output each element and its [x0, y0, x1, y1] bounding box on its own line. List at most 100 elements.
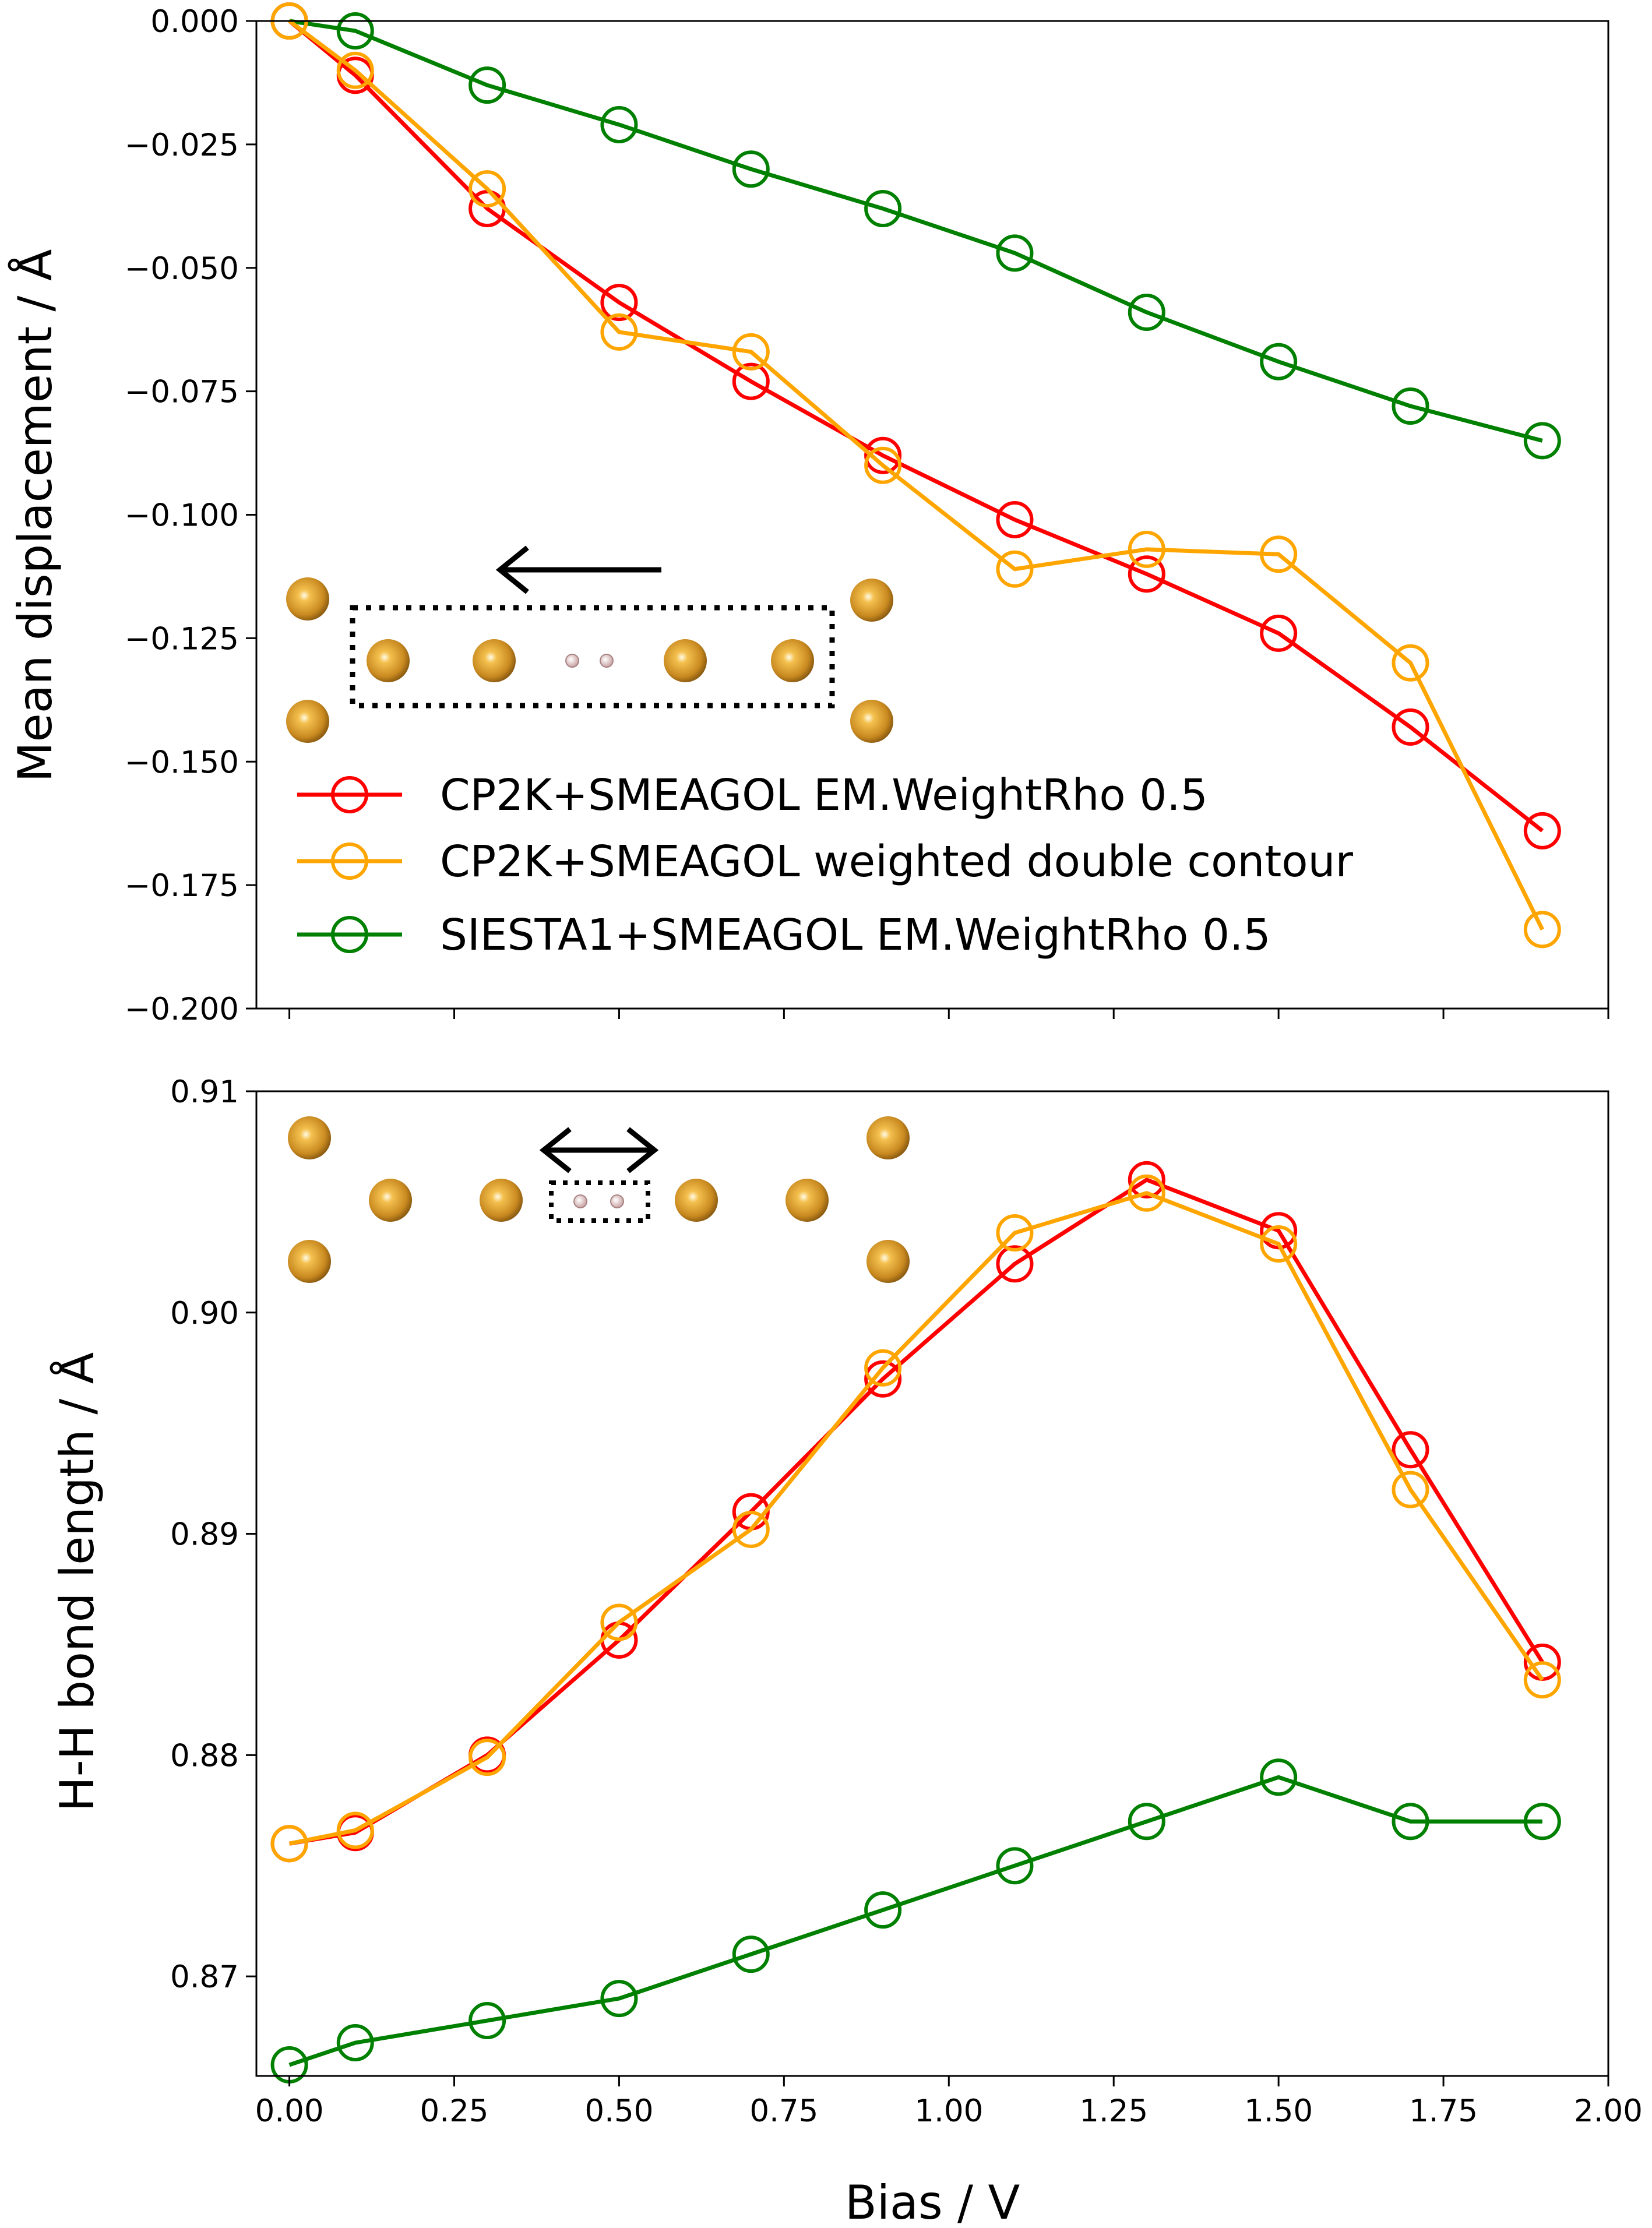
bottom-x-tick-label: 1.50 [1244, 2093, 1313, 2129]
gold-atom [473, 639, 516, 682]
gold-atom [866, 1116, 910, 1159]
top-y-tick-label: 0.000 [150, 4, 239, 40]
top-series-line-2 [289, 19, 1543, 443]
legend-label-cp2k-weightrho: CP2K+SMEAGOL EM.WeightRho 0.5 [440, 770, 1208, 820]
top-series-line-1 [288, 19, 1544, 930]
bottom-data-point-0 [864, 1360, 902, 1398]
bottom-series-line-1 [288, 1191, 1544, 1846]
top-data-point-1 [996, 550, 1034, 588]
bottom-data-point-1 [1128, 1174, 1165, 1212]
top-data-point-1 [1128, 530, 1165, 568]
hydrogen-atom [573, 1194, 587, 1208]
top-data-point-0 [732, 362, 770, 400]
x-axis-label: Bias / V [845, 2176, 1020, 2228]
top-y-tick-label: −0.050 [125, 251, 239, 287]
bottom-x-tick-label: 2.00 [1574, 2093, 1643, 2129]
bottom-data-point-2 [600, 1980, 638, 2018]
top-data-point-1 [600, 313, 638, 351]
bottom-data-point-1 [1260, 1225, 1298, 1263]
bottom-data-point-2 [469, 2002, 506, 2040]
bottom-data-point-1 [996, 1214, 1034, 1252]
bottom-series-line-2 [288, 1775, 1542, 2067]
bottom-data-point-2 [732, 1936, 770, 1973]
legend-item-cp2k-double-contour: CP2K+SMEAGOL weighted double contour [297, 837, 1353, 887]
bottom-data-point-0 [996, 1245, 1034, 1283]
bottom-data-point-1 [1392, 1471, 1429, 1508]
bottom-y-tick-label: 0.88 [170, 1738, 239, 1774]
top-data-point-0 [600, 284, 638, 322]
legend-label-cp2k-double-contour: CP2K+SMEAGOL weighted double contour [440, 837, 1353, 887]
bottom-data-point-1 [336, 1811, 374, 1849]
dotted-selection-box [350, 605, 835, 708]
legend: CP2K+SMEAGOL EM.WeightRho 0.5 CP2K+SMEAG… [297, 770, 1353, 960]
legend-item-cp2k-weightrho: CP2K+SMEAGOL EM.WeightRho 0.5 [297, 770, 1208, 820]
top-data-point-0 [1523, 812, 1561, 849]
top-data-point-2 [1523, 422, 1561, 460]
top-series-line-0 [288, 19, 1544, 833]
hydrogen-atom [610, 1194, 624, 1208]
bottom-y-tick-label: 0.87 [170, 1959, 239, 1995]
bottom-data-point-2 [1128, 1803, 1165, 1841]
gold-atom [367, 639, 410, 682]
bottom-y-tick-label: 0.91 [170, 1074, 239, 1110]
bottom-inset [288, 1116, 910, 1283]
bottom-data-point-1 [864, 1349, 902, 1387]
bottom-x-tick-label: 0.25 [420, 2093, 489, 2129]
dotted-selection-box [549, 1180, 650, 1223]
bottom-data-point-2 [864, 1891, 902, 1929]
bottom-data-point-2 [996, 1847, 1034, 1885]
bottom-data-point-0 [1128, 1161, 1165, 1198]
hydrogen-atom [565, 654, 579, 668]
top-data-point-0 [1260, 614, 1298, 652]
top-data-point-2 [1392, 387, 1429, 425]
bottom-data-point-2 [1392, 1803, 1429, 1841]
top-y-tick-label: −0.025 [125, 128, 239, 163]
bottom-x-tick-label: 0.50 [584, 2093, 653, 2129]
top-data-point-2 [732, 150, 770, 188]
gold-atom [286, 577, 329, 621]
bottom-y-tick-label: 0.90 [170, 1296, 239, 1331]
bottom-data-point-1 [732, 1510, 770, 1548]
top-data-point-2 [996, 234, 1034, 272]
bottom-x-tick-label: 0.00 [255, 2093, 324, 2129]
bottom-x-tick-label: 1.25 [1079, 2093, 1148, 2129]
top-panel: CP2K+SMEAGOL EM.WeightRho 0.5 CP2K+SMEAG… [8, 2, 1609, 1027]
legend-label-siesta-weightrho: SIESTA1+SMEAGOL EM.WeightRho 0.5 [440, 910, 1271, 960]
top-inset [286, 545, 893, 743]
top-data-point-2 [864, 190, 902, 228]
bottom-data-point-2 [336, 2024, 374, 2062]
top-y-tick-label: −0.175 [125, 868, 239, 904]
top-y-tick-label: −0.075 [125, 375, 239, 410]
bottom-y-axis-label: H-H bond length / Å [50, 1352, 104, 1811]
top-data-point-1 [1260, 535, 1298, 573]
top-y-tick-label: −0.100 [125, 498, 239, 534]
gold-atom [664, 639, 707, 682]
gold-atom [675, 1179, 718, 1222]
double-arrow-icon [539, 1127, 659, 1173]
bottom-data-point-1 [469, 1739, 506, 1776]
top-data-point-0 [864, 436, 902, 474]
gold-atom [786, 1179, 829, 1222]
gold-atom [288, 1116, 331, 1159]
top-data-point-1 [1523, 911, 1561, 949]
top-data-point-2 [1260, 343, 1298, 380]
top-data-point-2 [600, 105, 638, 143]
top-y-tick-label: −0.150 [125, 745, 239, 780]
bottom-data-point-1 [600, 1603, 638, 1641]
bottom-x-tick-label: 0.75 [749, 2093, 818, 2129]
bottom-data-point-2 [1523, 1803, 1561, 1841]
top-data-point-0 [996, 500, 1034, 538]
bottom-panel: H-H bond length / Å Bias / V 0.00 0.25 0.5… [50, 1074, 1643, 2228]
top-data-point-2 [469, 66, 506, 104]
gold-atom [288, 1240, 331, 1283]
bottom-x-tick-label: 1.75 [1409, 2093, 1478, 2129]
gold-atom [866, 1240, 910, 1283]
gold-atom [286, 700, 329, 743]
hydrogen-atom [600, 654, 614, 668]
top-data-point-0 [1392, 708, 1429, 746]
gold-atom [850, 700, 893, 743]
top-data-point-0 [1128, 555, 1165, 593]
top-data-point-2 [1128, 294, 1165, 332]
bottom-data-point-0 [1392, 1431, 1429, 1469]
